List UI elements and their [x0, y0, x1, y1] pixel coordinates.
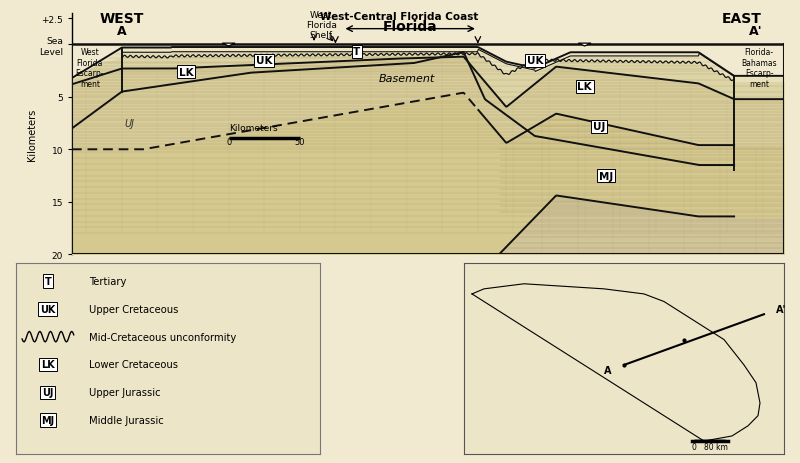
Text: UJ: UJ [42, 388, 54, 397]
Y-axis label: Kilometers: Kilometers [27, 108, 38, 160]
Text: A: A [604, 365, 611, 375]
Text: WEST: WEST [100, 12, 144, 26]
Text: UJ: UJ [124, 119, 134, 129]
Text: A: A [117, 25, 126, 38]
Text: UK: UK [526, 56, 543, 66]
Text: A': A' [776, 304, 786, 314]
Text: LK: LK [178, 68, 194, 77]
Text: Florida-
Bahamas
Escarp-
ment: Florida- Bahamas Escarp- ment [742, 48, 777, 88]
Text: T: T [353, 47, 361, 57]
Text: 0   80 km: 0 80 km [692, 442, 728, 450]
Text: Tertiary: Tertiary [89, 276, 126, 287]
Text: LK: LK [578, 82, 592, 92]
Text: UK: UK [256, 56, 273, 66]
Polygon shape [578, 44, 591, 47]
Text: Kilometers: Kilometers [229, 124, 278, 133]
Text: Lower Cretaceous: Lower Cretaceous [89, 360, 178, 369]
Text: Middle Jurassic: Middle Jurassic [89, 415, 164, 425]
Text: Upper Jurassic: Upper Jurassic [89, 388, 161, 397]
Text: Upper Cretaceous: Upper Cretaceous [89, 304, 178, 314]
Polygon shape [222, 44, 235, 47]
Text: West
Florida
Shelf: West Florida Shelf [306, 11, 337, 40]
Text: MJ: MJ [599, 171, 613, 181]
Text: Florida: Florida [383, 20, 438, 34]
Text: UJ: UJ [593, 122, 605, 132]
Text: UK: UK [40, 304, 56, 314]
Text: Basement: Basement [378, 74, 434, 84]
Text: 0: 0 [226, 138, 231, 147]
Text: West-Central Florida Coast: West-Central Florida Coast [320, 12, 478, 21]
Text: EAST: EAST [722, 12, 762, 26]
Text: Mid-Cretaceous unconformity: Mid-Cretaceous unconformity [89, 332, 236, 342]
Text: 50: 50 [294, 138, 305, 147]
Text: T: T [45, 276, 51, 287]
Text: MJ: MJ [42, 415, 54, 425]
Text: West
Florida
Escarp-
ment: West Florida Escarp- ment [75, 48, 104, 88]
Text: LK: LK [41, 360, 54, 369]
Text: A': A' [749, 25, 762, 38]
